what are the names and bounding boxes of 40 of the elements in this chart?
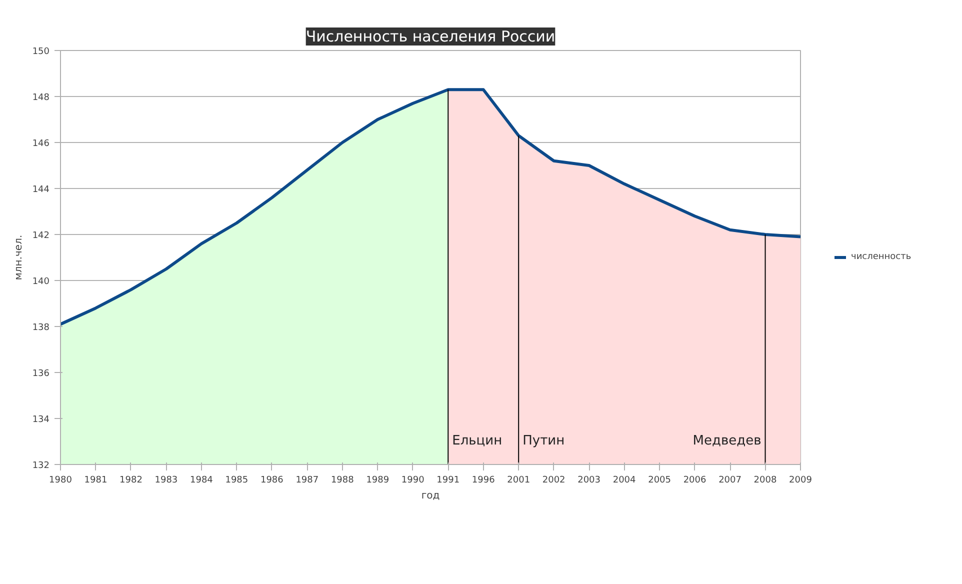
ref-line-label: Ельцин (452, 434, 502, 448)
x-tick-label: 2005 (648, 476, 671, 486)
y-tick-label: 142 (32, 231, 50, 241)
x-tick-label: 1986 (260, 476, 284, 486)
y-tick-label: 148 (32, 93, 50, 103)
x-tick-label: 1981 (84, 476, 108, 486)
y-tick-label: 146 (32, 139, 50, 149)
ref-line-label: Медведев (692, 434, 762, 448)
x-tick-label: 2001 (507, 476, 530, 486)
x-tick-label: 1983 (154, 476, 178, 486)
x-tick-label: 1985 (225, 476, 248, 486)
y-tick-label: 138 (32, 323, 50, 333)
x-tick-label: 1984 (190, 476, 214, 486)
x-tick-label: 2007 (718, 476, 742, 486)
x-tick-label: 1980 (49, 476, 72, 486)
x-tick-label: 2008 (754, 476, 777, 486)
legend-label: численность (851, 252, 912, 262)
y-tick-label: 140 (32, 277, 50, 287)
x-tick-label: 2009 (789, 476, 812, 486)
x-tick-label: 1996 (472, 476, 496, 486)
x-tick-label: 2006 (683, 476, 707, 486)
x-tick-label: 1991 (436, 476, 460, 486)
y-tick-label: 132 (32, 461, 50, 471)
x-tick-label: 1987 (296, 476, 319, 486)
x-tick-label: 2003 (578, 476, 601, 486)
ref-line-label: Путин (522, 434, 565, 448)
y-tick-label: 150 (32, 47, 50, 57)
line-series (60, 88, 800, 326)
y-tick-label: 134 (32, 415, 50, 425)
x-tick-label: 2004 (612, 476, 636, 486)
chart-title: Численность населения России (306, 28, 556, 46)
x-tick-label: 1990 (401, 476, 425, 486)
x-tick-label: 1989 (366, 476, 390, 486)
x-tick-label: 1982 (120, 476, 142, 486)
x-tick-label: 1988 (330, 476, 354, 486)
x-tick-label: 2002 (542, 476, 566, 486)
y-axis-title: млн.чел. (13, 234, 24, 280)
y-tick-label: 144 (32, 185, 50, 195)
x-axis-title: год (421, 490, 440, 502)
y-tick-label: 136 (32, 369, 50, 379)
